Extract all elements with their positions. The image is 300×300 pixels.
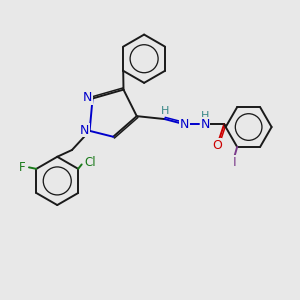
- Text: N: N: [80, 124, 89, 137]
- Text: H: H: [161, 106, 170, 116]
- Text: N: N: [82, 92, 92, 104]
- Text: N: N: [180, 118, 189, 130]
- Text: N: N: [200, 118, 210, 130]
- Text: F: F: [19, 161, 26, 174]
- Text: O: O: [212, 139, 222, 152]
- Text: H: H: [201, 111, 209, 121]
- Text: Cl: Cl: [84, 156, 96, 169]
- Text: I: I: [232, 156, 236, 169]
